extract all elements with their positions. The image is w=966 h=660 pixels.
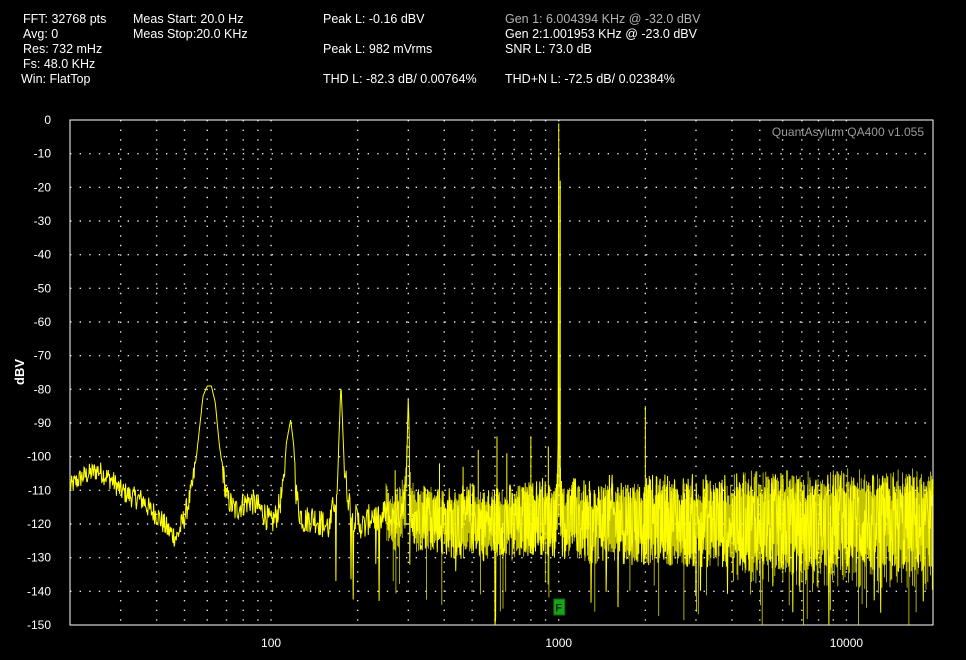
y-tick-label: -100 xyxy=(27,450,51,464)
y-tick-label: 0 xyxy=(44,113,51,127)
meas-stop-readout: Meas Stop:20.0 KHz xyxy=(133,27,248,41)
y-tick-label: -30 xyxy=(34,214,52,228)
y-tick-label: -130 xyxy=(27,551,51,565)
y-tick-label: -10 xyxy=(34,147,52,161)
fft-size-readout: FFT: 32768 pts xyxy=(23,12,107,26)
x-tick-label: 100 xyxy=(261,636,281,650)
y-tick-label: -60 xyxy=(34,315,52,329)
window-readout: Win: FlatTop xyxy=(21,72,91,86)
averaging-readout: Avg: 0 xyxy=(23,27,59,41)
meas-start-readout: Meas Start: 20.0 Hz xyxy=(133,12,244,26)
spectrum-trace xyxy=(69,157,934,626)
sample-rate-readout: Fs: 48.0 KHz xyxy=(23,57,96,71)
x-tick-label: 1000 xyxy=(545,636,572,650)
y-tick-label: -110 xyxy=(28,483,51,497)
marker-box xyxy=(553,598,566,616)
peak-dbv-readout: Peak L: -0.16 dBV xyxy=(323,12,425,26)
y-tick-label: -70 xyxy=(34,349,52,363)
spur-lines xyxy=(394,123,646,543)
peak-vrms-readout: Peak L: 982 mVrms xyxy=(323,42,433,56)
y-tick-label: -40 xyxy=(34,248,52,262)
y-tick-label: -20 xyxy=(34,180,52,194)
y-tick-label: -50 xyxy=(34,281,52,295)
fundamental-marker[interactable]: F xyxy=(553,598,566,616)
y-tick-label: -80 xyxy=(34,382,52,396)
resolution-readout: Res: 732 mHz xyxy=(23,42,103,56)
thdn-readout: THD+N L: -72.5 dB/ 0.02384% xyxy=(505,72,675,86)
y-axis-ticks: 0 -10 -20 -30 -40 -50 -60 -70 -80 -90 -100 -110 -120… xyxy=(27,113,51,632)
snr-readout: SNR L: 73.0 dB xyxy=(505,42,592,56)
watermark-label: QuantAsylum QA400 v1.055 xyxy=(772,125,924,139)
y-tick-label: -140 xyxy=(27,584,51,598)
marker-label: F xyxy=(555,603,562,615)
y-tick-label: -120 xyxy=(27,517,51,531)
y-tick-label: -90 xyxy=(34,416,52,430)
generator1-readout: Gen 1: 6.004394 KHz @ -32.0 dBV xyxy=(505,12,701,26)
plot-border xyxy=(69,119,934,626)
thd-readout: THD L: -82.3 dB/ 0.00764% xyxy=(323,72,477,86)
x-tick-label: 10000 xyxy=(830,636,864,650)
generator2-readout: Gen 2:1.001953 KHz @ -23.0 dBV xyxy=(505,27,697,41)
y-tick-label: -150 xyxy=(27,618,51,632)
x-axis-ticks: 100 1000 10000 xyxy=(261,636,863,650)
y-axis-label: dBV xyxy=(12,359,27,385)
